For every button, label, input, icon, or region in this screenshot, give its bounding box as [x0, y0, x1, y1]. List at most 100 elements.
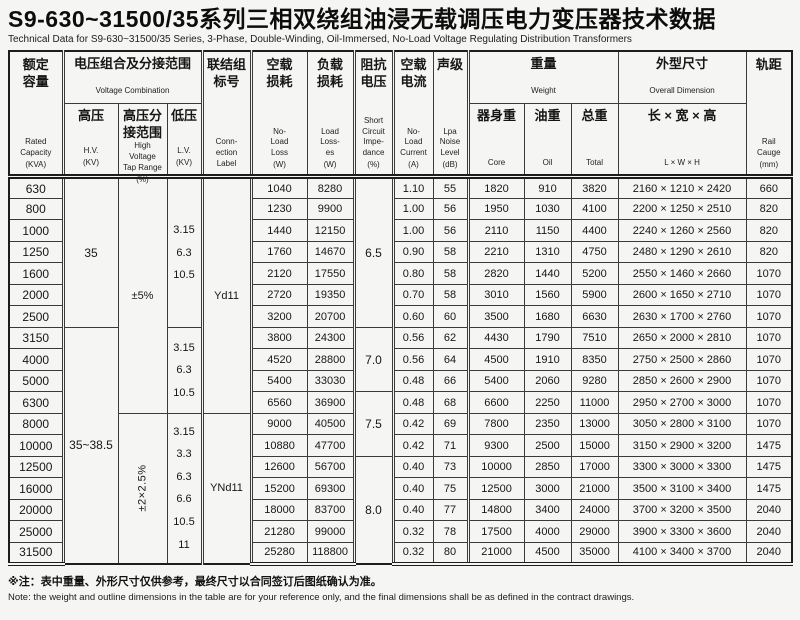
header-noise-level-unit: (dB)	[442, 160, 458, 170]
cell-rated-capacity: 16000	[8, 477, 64, 500]
cell-connection-label: YNd11	[200, 412, 252, 565]
cell-noise-level: 78	[432, 520, 469, 543]
cell-no-load-loss: 21280	[249, 520, 308, 543]
cell-rail-gauge: 820	[745, 219, 793, 242]
header-noise-level: 声级 Lpa Noise Level (dB)	[432, 50, 469, 180]
cell-oil-weight: 3000	[523, 477, 572, 500]
header-lwh: 长 × 宽 × 高 L × W × H	[617, 102, 747, 180]
cell-overall-dimension: 3700 × 3200 × 3500	[617, 498, 747, 522]
header-rail-gauge-unit: (mm)	[759, 160, 779, 170]
cell-no-load-loss: 2120	[249, 262, 308, 285]
cell-load-loss: 8280	[306, 176, 355, 199]
cell-no-load-current: 1.10	[391, 176, 434, 199]
cell-oil-weight: 1310	[523, 240, 572, 264]
header-impedance-zh: 阻抗 电压	[360, 57, 387, 90]
cell-rail-gauge: 660	[745, 176, 793, 199]
cell-impedance: 7.5	[352, 391, 394, 457]
cell-core-weight: 14800	[466, 498, 525, 522]
cell-total-weight: 8350	[570, 348, 619, 371]
header-connection: 联结组 标号 Conn- ection Label	[200, 50, 252, 180]
cell-oil-weight: 1030	[523, 197, 572, 221]
table-row: 10000 10880 47700 0.42 71 9300 2500 15000 3150 ×…	[8, 434, 793, 457]
header-core-weight-zh: 器身重	[477, 107, 517, 123]
header-weight-group-zh: 重量	[530, 56, 557, 72]
cell-rated-capacity: 6300	[8, 391, 64, 414]
cell-oil-weight: 910	[523, 176, 572, 199]
header-impedance-en: Short Circuit Impe- dance	[362, 115, 385, 158]
cell-hv: 35	[61, 176, 119, 328]
cell-oil-weight: 4500	[523, 541, 572, 566]
header-noise-level-en: Lpa Noise Level	[439, 126, 461, 158]
cell-rated-capacity: 3150	[8, 326, 64, 350]
cell-rail-gauge: 1070	[745, 369, 793, 393]
header-noise-level-zh: 声级	[437, 57, 464, 73]
table-row: 3150 35~38.5 3.15 6.3 10.5 3800 24300 7.0 0.56…	[8, 326, 793, 565]
cell-overall-dimension: 2850 × 2600 × 2900	[617, 369, 747, 393]
cell-total-weight: 15000	[570, 434, 619, 457]
cell-rated-capacity: 800	[8, 197, 64, 221]
header-lwh-zh: 长 × 宽 × 高	[647, 107, 717, 123]
header-lv: 低压 L.V. (KV)	[166, 102, 203, 180]
cell-noise-level: 58	[432, 240, 469, 264]
cell-core-weight: 2110	[466, 219, 525, 242]
cell-rated-capacity: 1000	[8, 219, 64, 242]
cell-load-loss: 36900	[306, 391, 355, 414]
cell-rail-gauge: 1475	[745, 434, 793, 457]
cell-no-load-current: 0.48	[391, 369, 434, 393]
cell-no-load-loss: 25280	[249, 541, 308, 566]
cell-no-load-current: 1.00	[391, 197, 434, 221]
header-tap-range-en: High Voltage Tap Range	[123, 141, 162, 173]
cell-core-weight: 10000	[466, 455, 525, 479]
cell-rail-gauge: 1475	[745, 477, 793, 500]
cell-noise-level: 64	[432, 348, 469, 371]
cell-oil-weight: 4000	[523, 520, 572, 543]
cell-no-load-loss: 12600	[249, 455, 308, 479]
cell-core-weight: 2210	[466, 240, 525, 264]
cell-overall-dimension: 3050 × 2800 × 3100	[617, 412, 747, 436]
cell-total-weight: 4100	[570, 197, 619, 221]
cell-rated-capacity: 1600	[8, 262, 64, 285]
note-zh: ※注：表中重量、外形尺寸仅供参考，最终尺寸以合同签订后图纸确认为准。	[8, 575, 382, 588]
cell-hv: 35~38.5	[61, 326, 119, 565]
cell-no-load-current: 0.56	[391, 348, 434, 371]
header-no-load-loss-unit: (W)	[273, 160, 286, 170]
cell-noise-level: 58	[432, 262, 469, 285]
cell-load-loss: 83700	[306, 498, 355, 522]
cell-tap-range: ±2×2.5%	[117, 412, 168, 565]
cell-rated-capacity: 4000	[8, 348, 64, 371]
cell-load-loss: 19350	[306, 283, 355, 307]
cell-load-loss: 99000	[306, 520, 355, 543]
table-row: 16000 15200 69300 0.40 75 12500 3000 21000 3500 …	[8, 477, 793, 500]
cell-total-weight: 6630	[570, 305, 619, 328]
cell-no-load-current: 0.56	[391, 326, 434, 350]
header-connection-en: Conn- ection Label	[215, 137, 238, 168]
table-row: 12500 12600 56700 8.0 0.40 73 10000 2850 17000 33…	[8, 455, 793, 565]
cell-no-load-current: 0.32	[391, 541, 434, 566]
cell-overall-dimension: 4100 × 3400 × 3700	[617, 541, 747, 566]
cell-overall-dimension: 2650 × 2000 × 2810	[617, 326, 747, 350]
header-connection-zh: 联结组 标号	[207, 57, 247, 90]
header-voltage-group: 电压组合及分接范围 Voltage Combination	[61, 50, 203, 104]
cell-total-weight: 17000	[570, 455, 619, 479]
cell-impedance: 8.0	[352, 455, 394, 565]
cell-oil-weight: 3400	[523, 498, 572, 522]
cell-no-load-current: 0.40	[391, 455, 434, 479]
cell-noise-level: 66	[432, 369, 469, 393]
header-oil-weight-en: Oil	[542, 158, 553, 168]
cell-no-load-current: 0.60	[391, 305, 434, 328]
cell-overall-dimension: 3900 × 3300 × 3600	[617, 520, 747, 543]
header-load-loss-en: Load Loss- es	[320, 126, 340, 158]
cell-total-weight: 29000	[570, 520, 619, 543]
table-row: 1250 1760 14670 0.90 58 2210 1310 4750 2480 × 12…	[8, 240, 793, 264]
cell-overall-dimension: 3300 × 3000 × 3300	[617, 455, 747, 479]
cell-oil-weight: 1440	[523, 262, 572, 285]
header-dimension-group: 外型尺寸 Overall Dimension	[617, 50, 747, 104]
header-hv-unit: (KV)	[83, 158, 99, 168]
cell-oil-weight: 1790	[523, 326, 572, 350]
cell-no-load-current: 0.40	[391, 498, 434, 522]
cell-core-weight: 1820	[466, 176, 525, 199]
cell-rail-gauge: 1070	[745, 391, 793, 414]
header-voltage-group-en: Voltage Combination	[95, 85, 170, 95]
cell-core-weight: 7800	[466, 412, 525, 436]
cell-oil-weight: 1910	[523, 348, 572, 371]
